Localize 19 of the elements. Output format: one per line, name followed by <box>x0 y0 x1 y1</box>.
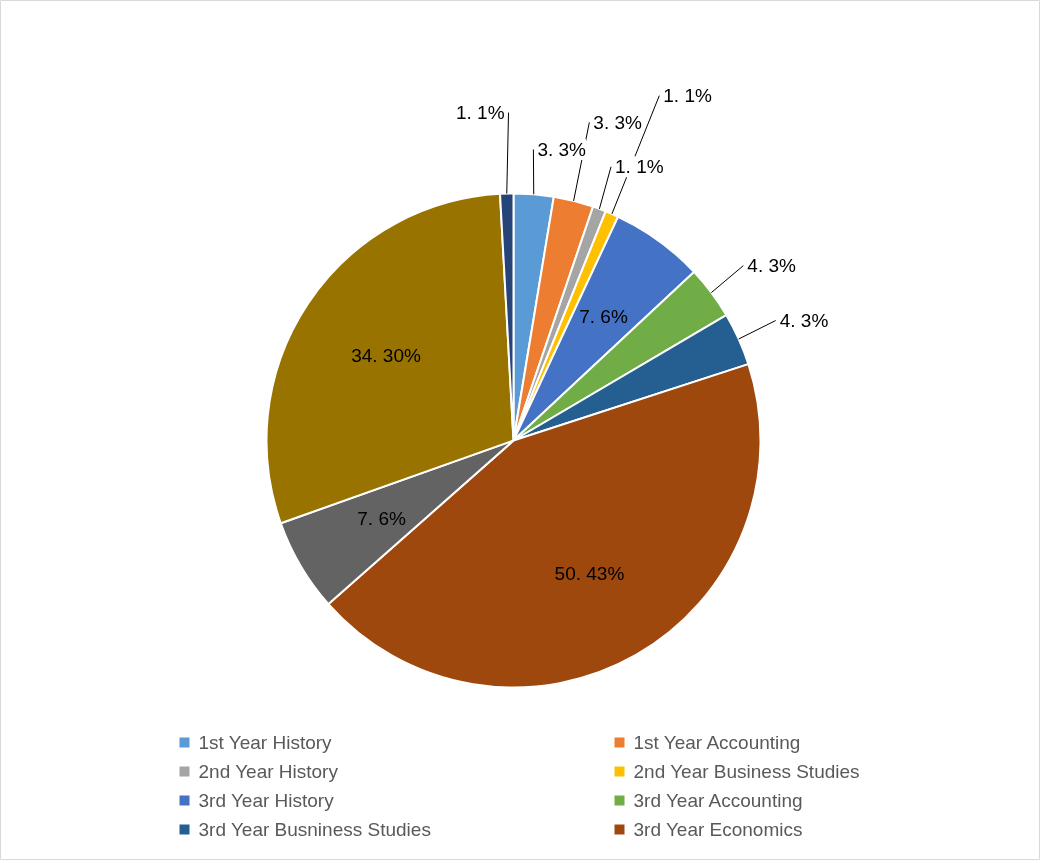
legend-label: 3rd Year Economics <box>633 819 803 840</box>
data-label: 1. 1% <box>663 85 712 107</box>
data-label: 7. 6% <box>579 306 628 328</box>
data-label: 3. 3% <box>537 138 587 160</box>
data-label: 1. 1% <box>455 102 505 124</box>
legend-label: 2nd Year Business Studies <box>633 761 860 782</box>
data-label: 34. 30% <box>351 345 421 367</box>
data-label: 4. 3% <box>747 255 797 277</box>
data-label: 50. 43% <box>554 562 625 584</box>
legend-label: 3rd Year History <box>198 790 335 811</box>
legend-label: 3rd Year Accounting <box>633 790 803 811</box>
data-label: 3. 3% <box>593 111 643 133</box>
legend-label: 3rd Year Busniness Studies <box>198 819 431 840</box>
legend-label: 1st Year Accounting <box>633 732 801 753</box>
data-label: 7. 6% <box>357 507 406 529</box>
legend-label: 1st Year History <box>198 732 333 753</box>
data-label: 4. 3% <box>779 310 829 332</box>
legend-label: 2nd Year History <box>198 761 339 782</box>
data-label: 1. 1% <box>615 156 664 178</box>
